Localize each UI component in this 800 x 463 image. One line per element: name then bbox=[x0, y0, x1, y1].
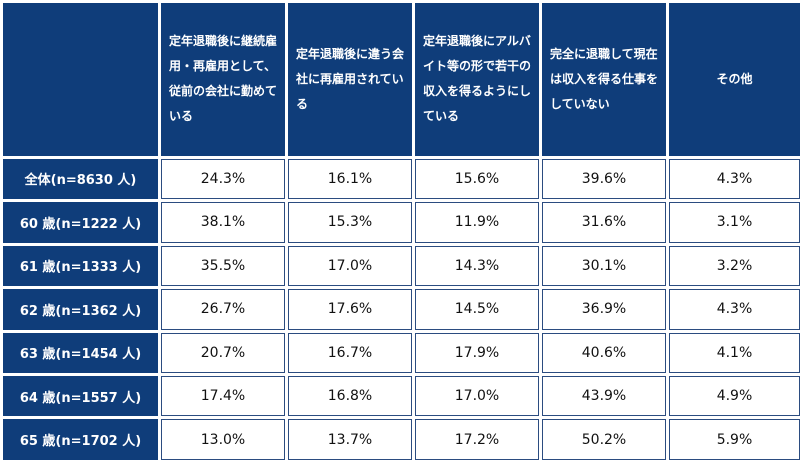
table-cell: 35.5% bbox=[161, 245, 285, 287]
row-label: 64 歳(n=1557 人) bbox=[3, 376, 158, 417]
table-cell: 17.2% bbox=[415, 419, 539, 460]
table-row: 61 歳(n=1333 人) 35.5% 17.0% 14.3% 30.1% 3.2% bbox=[3, 245, 800, 287]
corner-cell bbox=[3, 3, 158, 156]
table-cell: 39.6% bbox=[542, 158, 666, 200]
table-cell: 36.9% bbox=[542, 289, 666, 330]
table-row: 全体(n=8630 人) 24.3% 16.1% 15.6% 39.6% 4.3% bbox=[3, 158, 800, 200]
table-cell: 17.4% bbox=[161, 376, 285, 417]
table-cell: 4.3% bbox=[669, 289, 800, 330]
table-cell: 17.9% bbox=[415, 332, 539, 374]
table-cell: 15.3% bbox=[288, 202, 412, 243]
header-row: 定年退職後に継続雇用・再雇用として、従前の会社に勤めている 定年退職後に違う会社… bbox=[3, 3, 800, 156]
table-cell: 14.3% bbox=[415, 245, 539, 287]
table-cell: 11.9% bbox=[415, 202, 539, 243]
row-label: 60 歳(n=1222 人) bbox=[3, 202, 158, 243]
row-label: 63 歳(n=1454 人) bbox=[3, 332, 158, 374]
table-cell: 16.1% bbox=[288, 158, 412, 200]
table-row: 60 歳(n=1222 人) 38.1% 15.3% 11.9% 31.6% 3.1% bbox=[3, 202, 800, 243]
table-cell: 17.6% bbox=[288, 289, 412, 330]
table-row: 64 歳(n=1557 人) 17.4% 16.8% 17.0% 43.9% 4.9% bbox=[3, 376, 800, 417]
table-cell: 20.7% bbox=[161, 332, 285, 374]
table-cell: 30.1% bbox=[542, 245, 666, 287]
table-cell: 4.3% bbox=[669, 158, 800, 200]
table-cell: 13.7% bbox=[288, 419, 412, 460]
table-cell: 5.9% bbox=[669, 419, 800, 460]
column-header-continued-employment: 定年退職後に継続雇用・再雇用として、従前の会社に勤めている bbox=[161, 3, 285, 156]
table-cell: 15.6% bbox=[415, 158, 539, 200]
table-body: 全体(n=8630 人) 24.3% 16.1% 15.6% 39.6% 4.3% 60 歳… bbox=[3, 158, 800, 460]
table-cell: 4.9% bbox=[669, 376, 800, 417]
table-cell: 3.1% bbox=[669, 202, 800, 243]
column-header-other-company: 定年退職後に違う会社に再雇用されている bbox=[288, 3, 412, 156]
table-row: 62 歳(n=1362 人) 26.7% 17.6% 14.5% 36.9% 4.3% bbox=[3, 289, 800, 330]
table-cell: 40.6% bbox=[542, 332, 666, 374]
table-cell: 17.0% bbox=[288, 245, 412, 287]
table-cell: 3.2% bbox=[669, 245, 800, 287]
column-header-part-time-income: 定年退職後にアルバイト等の形で若干の収入を得るようにしている bbox=[415, 3, 539, 156]
row-label: 62 歳(n=1362 人) bbox=[3, 289, 158, 330]
table-cell: 4.1% bbox=[669, 332, 800, 374]
table-row: 63 歳(n=1454 人) 20.7% 16.7% 17.9% 40.6% 4.1% bbox=[3, 332, 800, 374]
table-cell: 24.3% bbox=[161, 158, 285, 200]
row-label: 61 歳(n=1333 人) bbox=[3, 245, 158, 287]
table-row: 65 歳(n=1702 人) 13.0% 13.7% 17.2% 50.2% 5.9% bbox=[3, 419, 800, 460]
table-cell: 50.2% bbox=[542, 419, 666, 460]
table-cell: 17.0% bbox=[415, 376, 539, 417]
row-label: 65 歳(n=1702 人) bbox=[3, 419, 158, 460]
table-cell: 14.5% bbox=[415, 289, 539, 330]
row-label: 全体(n=8630 人) bbox=[3, 158, 158, 200]
column-header-fully-retired: 完全に退職して現在は収入を得る仕事をしていない bbox=[542, 3, 666, 156]
table-cell: 38.1% bbox=[161, 202, 285, 243]
table-cell: 16.8% bbox=[288, 376, 412, 417]
table-cell: 43.9% bbox=[542, 376, 666, 417]
column-header-other: その他 bbox=[669, 3, 800, 156]
table-cell: 13.0% bbox=[161, 419, 285, 460]
table-cell: 16.7% bbox=[288, 332, 412, 374]
table-cell: 31.6% bbox=[542, 202, 666, 243]
table-cell: 26.7% bbox=[161, 289, 285, 330]
